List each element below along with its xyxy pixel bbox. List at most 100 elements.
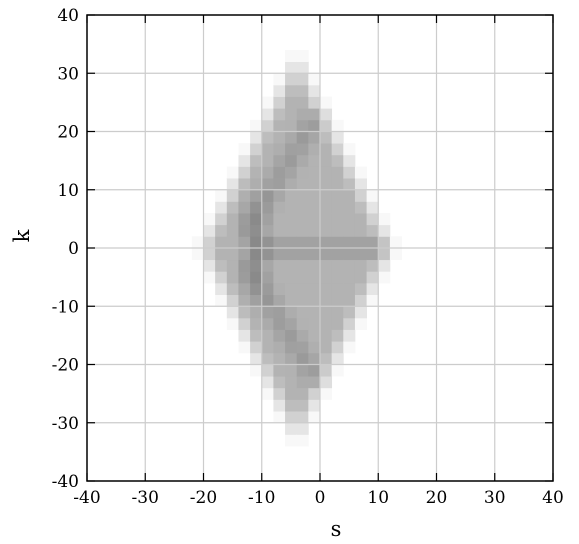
- heatmap-cell: [332, 341, 344, 353]
- heatmap-cell: [297, 318, 309, 330]
- heatmap-cell: [238, 213, 250, 225]
- heatmap-cell: [297, 260, 309, 272]
- heatmap-cell: [273, 411, 285, 423]
- heatmap-cell: [285, 97, 297, 109]
- heatmap-cell: [343, 318, 355, 330]
- x-tick-label: -30: [132, 488, 159, 508]
- heatmap-cell: [320, 283, 332, 295]
- heatmap-cell: [285, 330, 297, 342]
- heatmap-cell: [367, 236, 379, 248]
- heatmap-cell: [250, 132, 262, 144]
- heatmap-cell: [204, 248, 216, 260]
- heatmap-cell: [378, 236, 390, 248]
- heatmap-cell: [204, 225, 216, 237]
- heatmap-cell: [320, 190, 332, 202]
- heatmap-cell: [320, 388, 332, 400]
- heatmap-cell: [285, 62, 297, 74]
- heatmap-cell: [285, 236, 297, 248]
- heatmap-cell: [238, 166, 250, 178]
- heatmap-cell: [285, 271, 297, 283]
- heatmap-cell: [262, 295, 274, 307]
- heatmap-cell: [285, 85, 297, 97]
- heatmap-cell: [285, 213, 297, 225]
- heatmap-cell: [297, 155, 309, 167]
- heatmap-cell: [262, 271, 274, 283]
- heatmap-cell: [355, 295, 367, 307]
- heatmap-cell: [343, 201, 355, 213]
- heatmap-cell: [297, 399, 309, 411]
- heatmap-cell: [297, 178, 309, 190]
- heatmap-cell: [343, 166, 355, 178]
- heatmap-cell: [343, 178, 355, 190]
- heatmap-cell: [192, 236, 204, 248]
- heatmap-cell: [250, 166, 262, 178]
- x-tick-label: 40: [542, 488, 564, 508]
- heatmap-cell: [320, 318, 332, 330]
- heatmap-cell: [332, 353, 344, 365]
- heatmap-cell: [332, 201, 344, 213]
- heatmap-cell: [297, 236, 309, 248]
- heatmap-cell: [320, 271, 332, 283]
- heatmap-cell: [227, 248, 239, 260]
- heatmap-cell: [285, 341, 297, 353]
- heatmap-cell: [355, 260, 367, 272]
- heatmap-cell: [273, 201, 285, 213]
- heatmap-cell: [238, 201, 250, 213]
- heatmap-cell: [273, 225, 285, 237]
- heatmap-cell: [297, 423, 309, 435]
- heatmap-cell: [285, 166, 297, 178]
- heatmap-cell: [308, 260, 320, 272]
- heatmap-cell: [308, 295, 320, 307]
- heatmap-cell: [367, 295, 379, 307]
- heatmap-cell: [227, 190, 239, 202]
- heatmap-cell: [367, 260, 379, 272]
- heatmap-cell: [215, 295, 227, 307]
- heatmap-cell: [273, 295, 285, 307]
- heatmap-cell: [355, 213, 367, 225]
- heatmap-cell: [320, 132, 332, 144]
- heatmap-cell: [355, 283, 367, 295]
- heatmap-cell: [215, 236, 227, 248]
- heatmap-cell: [308, 271, 320, 283]
- heatmap-cell: [332, 166, 344, 178]
- heatmap-cell: [285, 190, 297, 202]
- heatmap-cell: [332, 283, 344, 295]
- heatmap-cell: [308, 330, 320, 342]
- heatmap-cell: [285, 108, 297, 120]
- heatmap-cell: [308, 399, 320, 411]
- heatmap-cell: [273, 236, 285, 248]
- heatmap-cell: [343, 260, 355, 272]
- heatmap-cell: [320, 248, 332, 260]
- heatmap-cell: [308, 97, 320, 109]
- heatmap-cell: [308, 225, 320, 237]
- heatmap-cell: [273, 143, 285, 155]
- heatmap-cell: [332, 248, 344, 260]
- heatmap-cell: [215, 190, 227, 202]
- heatmap-cell: [192, 248, 204, 260]
- y-tick-label: 0: [68, 239, 79, 259]
- heatmap-cell: [297, 190, 309, 202]
- x-tick-label: -20: [190, 488, 217, 508]
- heatmap-cell: [320, 143, 332, 155]
- heatmap-cell: [332, 190, 344, 202]
- heatmap-cell: [262, 166, 274, 178]
- heatmap-cell: [227, 295, 239, 307]
- heatmap-cell: [238, 330, 250, 342]
- heatmap-cell: [320, 120, 332, 132]
- heatmap-cell: [285, 132, 297, 144]
- heatmap-cell: [262, 225, 274, 237]
- heatmap-cell: [332, 225, 344, 237]
- heatmap-cell: [390, 248, 402, 260]
- heatmap-cell: [355, 306, 367, 318]
- heatmap-cell: [343, 155, 355, 167]
- heatmap-cell: [297, 143, 309, 155]
- heatmap-cell: [308, 155, 320, 167]
- y-tick-label: 40: [57, 6, 79, 26]
- heatmap-cell: [320, 166, 332, 178]
- heatmap-cell: [332, 213, 344, 225]
- heatmap-cell: [238, 271, 250, 283]
- heatmap-cell: [238, 178, 250, 190]
- heatmap-cell: [215, 248, 227, 260]
- heatmap-cell: [227, 178, 239, 190]
